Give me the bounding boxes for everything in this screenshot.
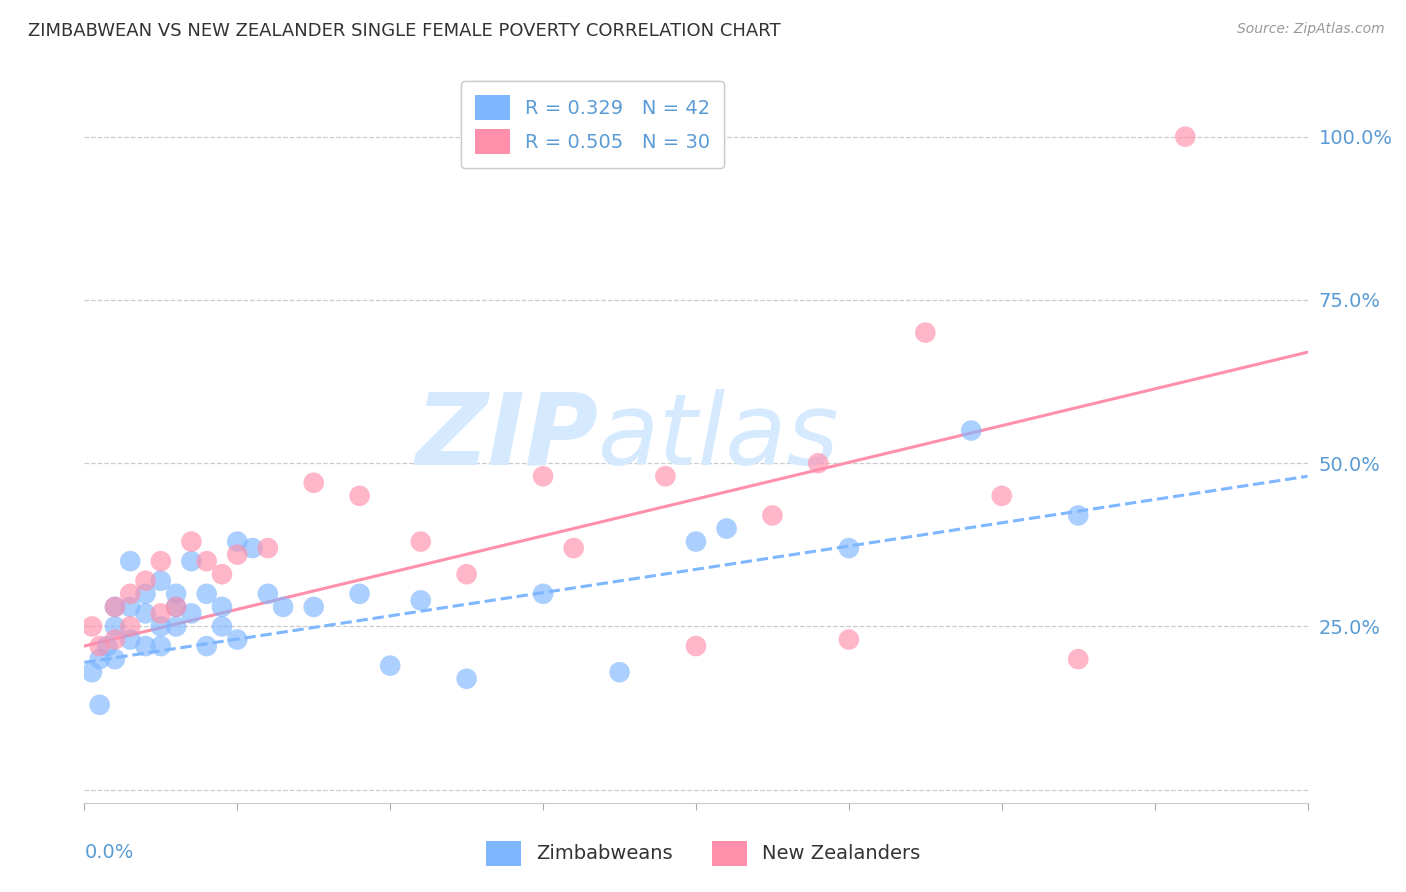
Point bbox=[838, 632, 860, 647]
Text: atlas: atlas bbox=[598, 389, 839, 485]
Point bbox=[104, 632, 127, 647]
Point bbox=[1174, 129, 1197, 144]
Text: ZIP: ZIP bbox=[415, 389, 598, 485]
Point bbox=[685, 639, 707, 653]
Point bbox=[149, 574, 172, 588]
Point bbox=[135, 587, 157, 601]
Point bbox=[242, 541, 264, 555]
Point bbox=[226, 632, 249, 647]
Point bbox=[380, 658, 402, 673]
Point bbox=[149, 607, 172, 621]
Point bbox=[211, 619, 233, 633]
Point bbox=[195, 587, 218, 601]
Point bbox=[211, 567, 233, 582]
Point bbox=[456, 567, 478, 582]
Point bbox=[195, 639, 218, 653]
Point bbox=[271, 599, 294, 614]
Point bbox=[89, 698, 111, 712]
Point bbox=[531, 587, 554, 601]
Point bbox=[914, 326, 936, 340]
Point bbox=[456, 672, 478, 686]
Point bbox=[302, 599, 325, 614]
Point bbox=[838, 541, 860, 555]
Point bbox=[349, 489, 371, 503]
Point bbox=[195, 554, 218, 568]
Point bbox=[409, 593, 432, 607]
Point bbox=[654, 469, 676, 483]
Point bbox=[562, 541, 585, 555]
Point bbox=[257, 587, 280, 601]
Point bbox=[180, 554, 202, 568]
Point bbox=[120, 632, 142, 647]
Point bbox=[807, 456, 830, 470]
Point bbox=[761, 508, 783, 523]
Text: Source: ZipAtlas.com: Source: ZipAtlas.com bbox=[1237, 22, 1385, 37]
Point bbox=[180, 607, 202, 621]
Point bbox=[685, 534, 707, 549]
Point bbox=[180, 534, 202, 549]
Point bbox=[135, 574, 157, 588]
Point bbox=[89, 652, 111, 666]
Point bbox=[409, 534, 432, 549]
Point bbox=[716, 521, 738, 535]
Point bbox=[120, 554, 142, 568]
Point bbox=[991, 489, 1014, 503]
Point bbox=[135, 607, 157, 621]
Point bbox=[165, 619, 187, 633]
Point bbox=[165, 587, 187, 601]
Text: 0.0%: 0.0% bbox=[84, 843, 134, 862]
Point bbox=[80, 665, 103, 680]
Point bbox=[211, 599, 233, 614]
Point bbox=[149, 619, 172, 633]
Point bbox=[1067, 652, 1090, 666]
Point bbox=[165, 599, 187, 614]
Point bbox=[226, 548, 249, 562]
Point bbox=[104, 599, 127, 614]
Point bbox=[104, 652, 127, 666]
Point bbox=[80, 619, 103, 633]
Point bbox=[89, 639, 111, 653]
Point bbox=[302, 475, 325, 490]
Text: ZIMBABWEAN VS NEW ZEALANDER SINGLE FEMALE POVERTY CORRELATION CHART: ZIMBABWEAN VS NEW ZEALANDER SINGLE FEMAL… bbox=[28, 22, 780, 40]
Point bbox=[960, 424, 983, 438]
Point bbox=[165, 599, 187, 614]
Point bbox=[96, 639, 118, 653]
Point bbox=[349, 587, 371, 601]
Legend: R = 0.329   N = 42, R = 0.505   N = 30: R = 0.329 N = 42, R = 0.505 N = 30 bbox=[461, 81, 724, 168]
Point bbox=[257, 541, 280, 555]
Point bbox=[104, 619, 127, 633]
Point bbox=[531, 469, 554, 483]
Point bbox=[149, 639, 172, 653]
Legend: Zimbabweans, New Zealanders: Zimbabweans, New Zealanders bbox=[478, 833, 928, 873]
Point bbox=[120, 599, 142, 614]
Point bbox=[120, 619, 142, 633]
Point bbox=[104, 599, 127, 614]
Point bbox=[135, 639, 157, 653]
Point bbox=[120, 587, 142, 601]
Point bbox=[226, 534, 249, 549]
Point bbox=[1067, 508, 1090, 523]
Point bbox=[149, 554, 172, 568]
Point bbox=[609, 665, 631, 680]
